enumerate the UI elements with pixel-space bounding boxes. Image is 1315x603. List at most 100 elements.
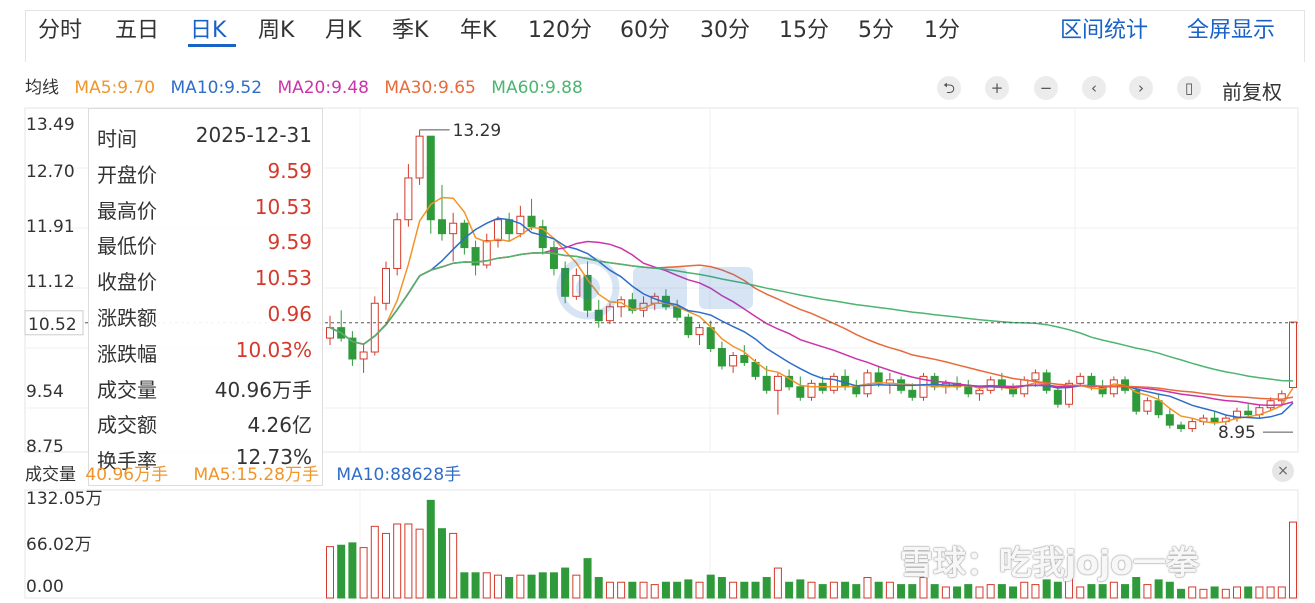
volume-legend: 成交量 40.96万手 MA5:15.28万手 MA10:88628手 bbox=[25, 460, 461, 485]
volume-bar bbox=[986, 584, 995, 599]
volume-bar bbox=[796, 579, 805, 599]
candle-body bbox=[426, 135, 435, 221]
volume-bar bbox=[1255, 586, 1264, 599]
volume-bar bbox=[863, 577, 872, 599]
volume-label: 成交量 bbox=[25, 465, 76, 485]
candle-body bbox=[1143, 400, 1152, 412]
volume-bar bbox=[852, 584, 861, 599]
tab-12[interactable]: 1分 bbox=[924, 18, 960, 43]
candle-body bbox=[975, 389, 984, 395]
pan-left-icon[interactable]: ‹ bbox=[1082, 76, 1106, 100]
candle-body bbox=[785, 375, 794, 388]
tab-5[interactable]: 季K bbox=[392, 18, 429, 43]
tab-2[interactable]: 日K bbox=[190, 18, 227, 43]
tab-10[interactable]: 15分 bbox=[779, 18, 829, 43]
volume-bar bbox=[1098, 584, 1107, 599]
tab-4[interactable]: 月K bbox=[325, 18, 362, 43]
y-tick-label: 9.54 bbox=[26, 382, 64, 402]
volume-bar bbox=[359, 547, 368, 599]
candle-body bbox=[1042, 372, 1051, 391]
candle-body bbox=[572, 274, 581, 297]
volume-bar bbox=[404, 523, 413, 599]
candle-body bbox=[1266, 400, 1275, 409]
zoom-out-icon[interactable]: − bbox=[1034, 76, 1058, 100]
ma-legend-label: 均线 bbox=[25, 78, 59, 98]
tooltip-value: 0.96 bbox=[267, 302, 312, 326]
volume-bar bbox=[1087, 584, 1096, 599]
reset-icon[interactable]: ⮌ bbox=[937, 76, 961, 100]
close-icon[interactable]: × bbox=[1272, 460, 1294, 482]
volume-bar bbox=[583, 558, 592, 599]
candle-body bbox=[1053, 389, 1062, 405]
candle-body bbox=[471, 247, 480, 266]
candle-body bbox=[561, 267, 570, 297]
tooltip-row: 成交量 40.96万手 bbox=[97, 374, 312, 410]
period-tab-bar bbox=[25, 10, 1305, 62]
tab-1[interactable]: 五日 bbox=[115, 18, 160, 43]
volume-bar bbox=[415, 528, 424, 599]
tooltip-key: 时间 bbox=[97, 127, 137, 151]
tab-6[interactable]: 年K bbox=[460, 18, 497, 43]
tab-8[interactable]: 60分 bbox=[620, 18, 670, 43]
candle-body bbox=[605, 306, 614, 322]
volume-bar bbox=[482, 572, 491, 599]
current-price-box bbox=[24, 310, 84, 336]
tooltip-row: 收盘价 10.53 bbox=[97, 266, 312, 302]
volume-bar bbox=[1177, 588, 1186, 599]
volume-bar bbox=[1199, 588, 1208, 599]
volume-bar bbox=[605, 581, 614, 599]
volume-bar bbox=[841, 581, 850, 599]
candle-body bbox=[415, 135, 424, 179]
price-adjust-select[interactable]: 前复权 bbox=[1222, 80, 1282, 104]
volume-bar bbox=[807, 581, 816, 599]
volume-bar bbox=[930, 584, 939, 599]
tab-9[interactable]: 30分 bbox=[700, 18, 750, 43]
tooltip-key: 涨跌额 bbox=[97, 306, 157, 330]
tab-7[interactable]: 120分 bbox=[528, 18, 592, 43]
ma10-line bbox=[329, 217, 1294, 419]
tooltip-row: 开盘价 9.59 bbox=[97, 159, 312, 195]
candle-body bbox=[516, 215, 525, 235]
volume-bar bbox=[953, 586, 962, 599]
ma30-value: MA30:9.65 bbox=[384, 78, 476, 98]
candle-body bbox=[1165, 414, 1174, 426]
tab-11[interactable]: 5分 bbox=[858, 18, 894, 43]
candle-type-icon[interactable]: ▯ bbox=[1177, 76, 1201, 100]
candle-body bbox=[583, 274, 592, 311]
candle-body bbox=[717, 348, 726, 367]
volume-bar bbox=[426, 499, 435, 599]
tooltip-value: 4.26亿 bbox=[247, 413, 312, 438]
tooltip-key: 收盘价 bbox=[97, 270, 157, 295]
volume-bar bbox=[1143, 584, 1152, 599]
pan-right-icon[interactable]: › bbox=[1129, 76, 1153, 100]
candle-body bbox=[359, 351, 368, 360]
fullscreen-button[interactable]: 全屏显示 bbox=[1187, 18, 1276, 43]
current-price-label: 10.52 bbox=[28, 315, 77, 335]
volume-bar bbox=[527, 574, 536, 599]
tab-0[interactable]: 分时 bbox=[38, 18, 83, 43]
ma5-value: MA5:9.70 bbox=[74, 78, 156, 98]
candle-body bbox=[729, 354, 738, 367]
volume-bar bbox=[370, 525, 379, 599]
volume-current: 40.96万手 bbox=[85, 465, 169, 485]
candle-body bbox=[404, 177, 413, 221]
volume-bar bbox=[460, 572, 469, 599]
candle-body bbox=[381, 267, 390, 304]
volume-bar bbox=[348, 542, 357, 599]
volume-bar bbox=[717, 577, 726, 599]
candle-body bbox=[908, 389, 917, 398]
volume-bar bbox=[1020, 581, 1029, 599]
xueqiu-watermark-logo bbox=[553, 253, 773, 323]
candle-body bbox=[762, 375, 771, 391]
candle-body bbox=[1289, 321, 1297, 389]
volume-bar bbox=[572, 574, 581, 599]
candle-body bbox=[1244, 410, 1253, 416]
tooltip-row: 最高价 10.53 bbox=[97, 195, 312, 231]
volume-bar bbox=[1221, 588, 1230, 599]
tooltip-value: 9.59 bbox=[267, 158, 312, 183]
tab-3[interactable]: 周K bbox=[258, 18, 295, 43]
zoom-in-icon[interactable]: + bbox=[985, 76, 1009, 100]
candle-body bbox=[1065, 382, 1074, 405]
interval-stats-button[interactable]: 区间统计 bbox=[1060, 18, 1149, 43]
candle-body bbox=[796, 386, 805, 398]
